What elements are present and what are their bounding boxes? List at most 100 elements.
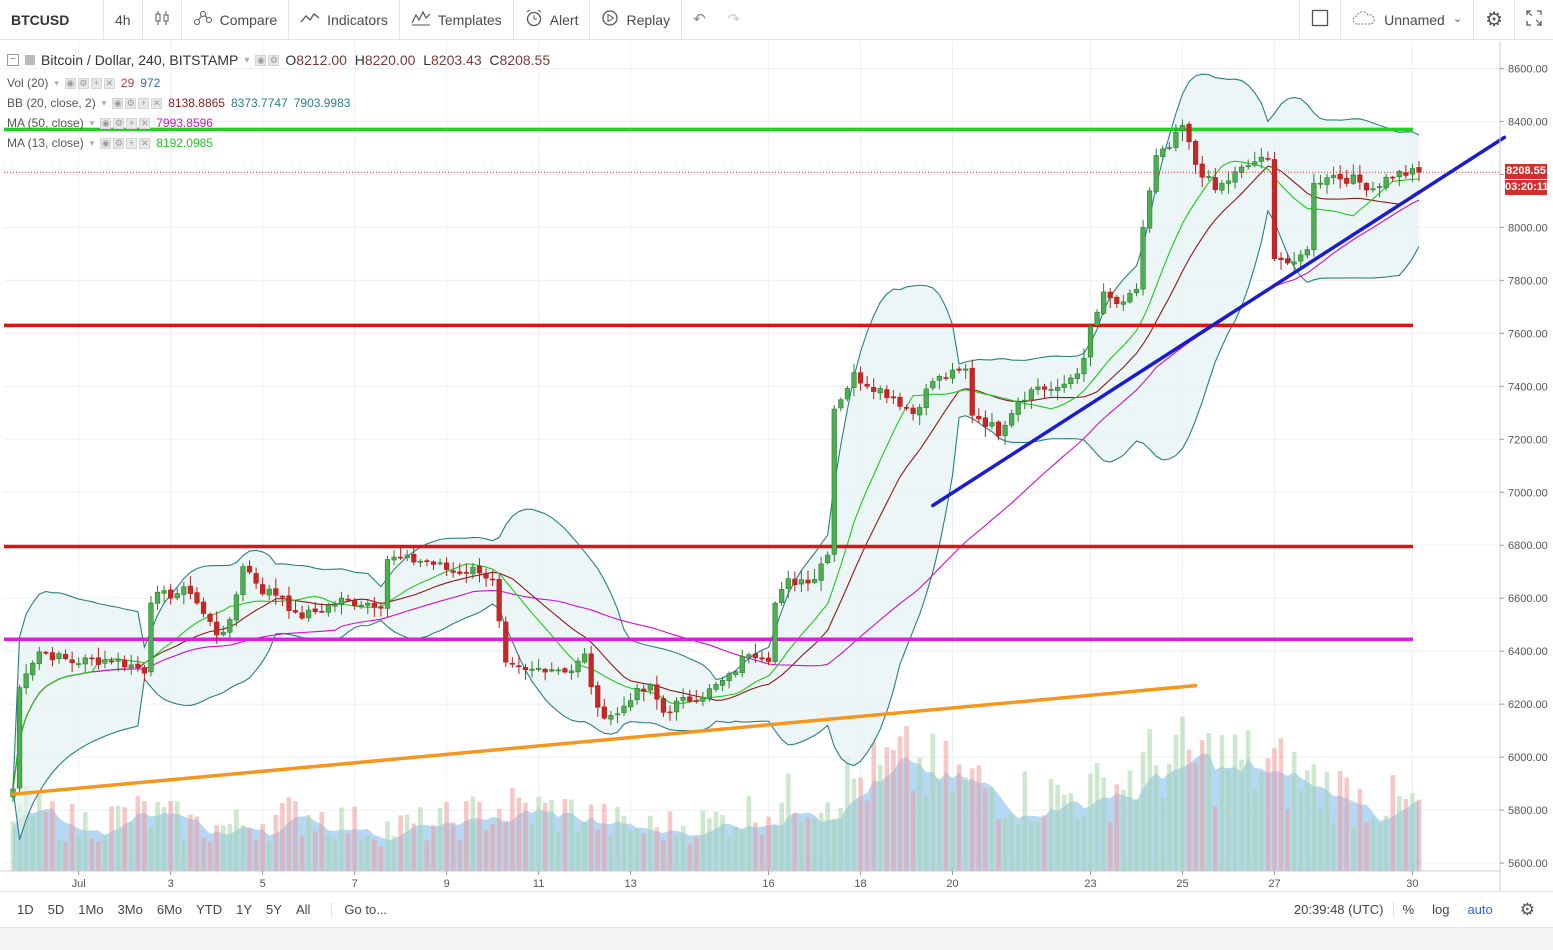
candle-body xyxy=(69,659,75,664)
layout-name-button[interactable]: Unnamed ⌄ xyxy=(1340,0,1473,40)
candle-body xyxy=(733,671,739,675)
redo-button[interactable]: ↷ xyxy=(717,0,752,40)
candle-body xyxy=(989,422,995,427)
candle-body xyxy=(358,604,364,607)
volume-bar xyxy=(142,801,147,871)
volume-bar xyxy=(326,835,331,871)
indicators-label: Indicators xyxy=(327,11,388,28)
bb-menu-chevron-icon[interactable]: ▾ xyxy=(101,97,107,108)
volume-bar xyxy=(1337,770,1343,871)
volume-bar xyxy=(299,835,305,871)
series-menu-chevron-icon[interactable]: ▾ xyxy=(244,54,250,66)
bottom-toolbar: 1D 5D 1Mo 3Mo 6Mo YTD 1Y 5Y All Go to...… xyxy=(0,891,1553,927)
volume-bar xyxy=(562,799,568,871)
range-5d[interactable]: 5D xyxy=(47,902,65,917)
time-tick-label: 13 xyxy=(624,878,636,890)
candle-body xyxy=(759,657,765,660)
chart-pane[interactable]: 8600.008400.008200.008000.007800.007600.… xyxy=(0,40,1553,891)
candle-body xyxy=(1107,291,1113,299)
volume-bar xyxy=(976,765,982,871)
volume-bar xyxy=(1364,822,1369,871)
collapse-icon[interactable]: − xyxy=(7,54,19,66)
volume-bar xyxy=(1114,784,1120,871)
volume-bar xyxy=(641,833,647,871)
time-tick-label: 16 xyxy=(762,878,774,890)
volume-bar xyxy=(1088,773,1093,871)
chart-style-button[interactable] xyxy=(143,0,182,40)
candle-body xyxy=(404,554,410,559)
range-ytd[interactable]: YTD xyxy=(196,902,223,917)
volume-bar xyxy=(345,833,351,871)
goto-button[interactable]: Go to... xyxy=(331,902,387,917)
volume-bar xyxy=(319,811,325,871)
volume-bar xyxy=(1377,823,1382,871)
ma50-menu-chevron-icon[interactable]: ▾ xyxy=(89,117,95,128)
settings-button[interactable]: ⚙ xyxy=(1473,0,1514,40)
volume-menu-chevron-icon[interactable]: ▾ xyxy=(54,77,59,88)
range-6mo[interactable]: 6Mo xyxy=(156,902,183,917)
series-buttons[interactable]: ◉ ⚙ xyxy=(255,54,280,66)
ma13-menu-chevron-icon[interactable]: ▾ xyxy=(89,137,95,148)
price-tick-label: 6400.00 xyxy=(1508,646,1548,658)
volume-bar xyxy=(963,777,968,871)
auto-scale-toggle[interactable]: auto xyxy=(1467,902,1493,917)
range-5y[interactable]: 5Y xyxy=(266,902,282,917)
alert-button[interactable]: Alert xyxy=(514,0,591,40)
candle-body xyxy=(292,610,299,613)
candle-body xyxy=(680,696,686,701)
layout-toggle-button[interactable] xyxy=(1299,0,1340,40)
ma50-buttons[interactable]: ◉ ⚙ + ✕ xyxy=(100,117,151,129)
undo-button[interactable]: ↶ xyxy=(682,0,717,40)
volume-bar xyxy=(575,832,581,871)
volume-buttons[interactable]: ◉ ⚙ + ✕ xyxy=(64,77,115,89)
series-color-icon xyxy=(25,55,35,65)
candle-body xyxy=(476,565,483,574)
templates-button[interactable]: Templates xyxy=(400,0,514,40)
range-all[interactable]: All xyxy=(295,902,311,917)
replay-button[interactable]: Replay xyxy=(590,0,683,40)
price-chart[interactable]: 8600.008400.008200.008000.007800.007600.… xyxy=(0,40,1553,891)
range-3mo[interactable]: 3Mo xyxy=(117,902,143,917)
candle-body xyxy=(627,700,634,708)
volume-bar xyxy=(174,801,180,871)
alert-label: Alert xyxy=(549,11,579,28)
bottom-settings-button[interactable]: ⚙ xyxy=(1502,901,1553,918)
volume-bar xyxy=(983,788,988,871)
volume-bar xyxy=(1278,738,1284,871)
candle-body xyxy=(319,610,325,613)
ma13-buttons[interactable]: ◉ ⚙ + ✕ xyxy=(100,137,151,149)
interval-button[interactable]: 4h xyxy=(104,0,143,40)
volume-bar xyxy=(628,831,633,871)
range-1d[interactable]: 1D xyxy=(17,902,34,917)
candle-body xyxy=(752,653,759,659)
candle-body xyxy=(76,663,82,665)
candle-body xyxy=(490,578,496,581)
candle-body xyxy=(187,585,193,594)
symbol-search[interactable]: BTCUSD xyxy=(0,0,104,40)
indicators-button[interactable]: Indicators xyxy=(289,0,400,40)
range-1y[interactable]: 1Y xyxy=(236,902,253,917)
utc-clock: 20:39:48 (UTC) xyxy=(1285,902,1394,917)
volume-bar xyxy=(891,749,896,871)
candle-body xyxy=(1370,188,1376,191)
volume-bar xyxy=(1272,748,1277,871)
candle-body xyxy=(391,556,397,561)
candle-body xyxy=(608,715,614,720)
volume-bar xyxy=(1055,784,1060,871)
candle-body xyxy=(384,559,391,609)
compare-button[interactable]: Compare xyxy=(182,0,290,40)
volume-bar xyxy=(358,839,364,871)
volume-bar xyxy=(917,757,922,871)
volume-bar xyxy=(483,830,489,871)
candle-body xyxy=(1376,186,1383,188)
percent-toggle[interactable]: % xyxy=(1402,902,1415,917)
candle-body xyxy=(56,653,62,660)
range-1mo[interactable]: 1Mo xyxy=(78,902,104,917)
candle-body xyxy=(923,388,929,409)
volume-bar xyxy=(1383,815,1389,871)
bb-buttons[interactable]: ◉ ⚙ + ✕ xyxy=(112,97,163,109)
fullscreen-button[interactable] xyxy=(1514,0,1553,40)
volume-bar xyxy=(930,733,936,871)
volume-bar xyxy=(582,821,587,871)
log-toggle[interactable]: log xyxy=(1432,902,1450,917)
